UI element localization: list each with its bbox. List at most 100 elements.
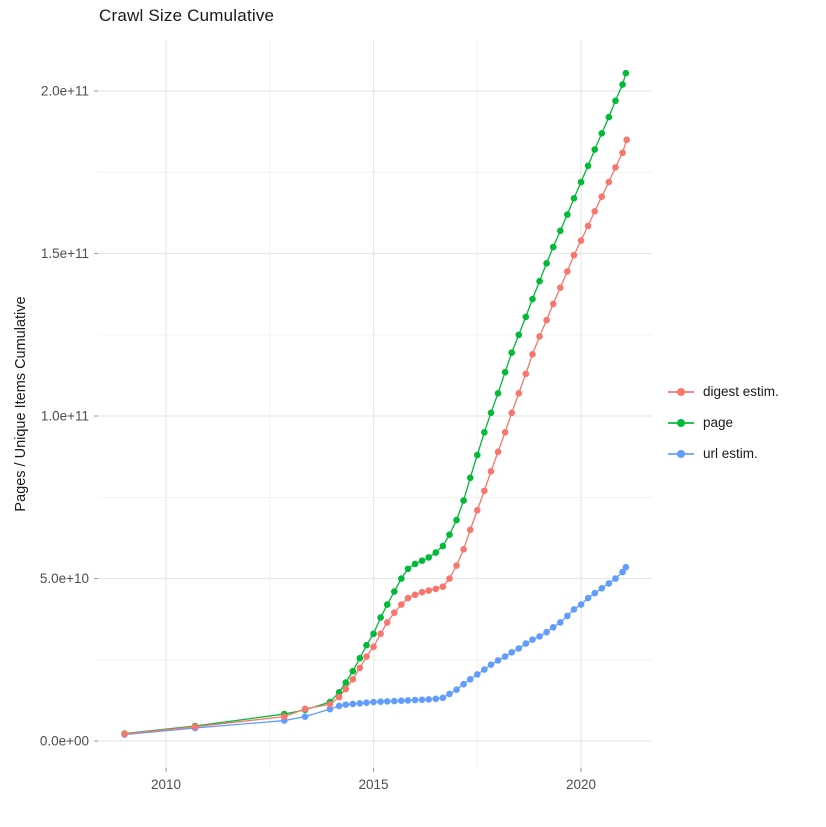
series-point-page [612, 97, 619, 105]
series-point-page [564, 211, 571, 218]
series-point-url-estim- [481, 666, 488, 673]
series-point-digest-estim- [605, 178, 613, 186]
x-tick-label: 2010 [151, 777, 181, 792]
series-point-url-estim- [549, 623, 557, 631]
series-point-page [356, 654, 364, 662]
series-point-digest-estim- [446, 575, 453, 582]
legend-key-icon [668, 416, 694, 430]
series-point-digest-estim- [121, 730, 128, 738]
series-point-page [398, 575, 405, 582]
series-point-digest-estim- [619, 149, 626, 157]
legend-label: page [703, 415, 734, 430]
series-point-page [529, 295, 536, 303]
series-point-url-estim- [556, 619, 564, 626]
legend-key-dot [677, 419, 685, 427]
series-point-url-estim- [515, 645, 523, 652]
series-point-page [390, 588, 398, 595]
y-tick-label: 2.0e+11 [41, 84, 89, 99]
series-point-digest-estim- [281, 713, 288, 720]
series-point-page [619, 81, 626, 88]
series-point-url-estim- [564, 612, 571, 620]
series-point-url-estim- [390, 697, 398, 705]
series-line-url-estim- [124, 566, 627, 736]
series-point-digest-estim- [377, 630, 384, 638]
series-point-digest-estim- [487, 467, 495, 475]
series-point-digest-estim- [577, 237, 585, 244]
legend-item-page: page [668, 407, 779, 438]
series-point-page [591, 146, 599, 153]
series-point-url-estim- [529, 636, 536, 643]
series-point-digest-estim- [549, 300, 557, 308]
series-point-page [411, 560, 419, 568]
legend-label: url estim. [703, 446, 758, 461]
y-axis-title: Pages / Unique Items Cumulative [13, 296, 29, 512]
series-point-url-estim- [404, 697, 412, 704]
series-point-digest-estim- [453, 562, 460, 569]
series-point-page [363, 641, 370, 649]
series-point-digest-estim- [501, 428, 509, 436]
series-point-page [522, 313, 530, 321]
series-point-digest-estim- [584, 222, 592, 230]
series-point-url-estim- [487, 661, 495, 668]
series-point-digest-estim- [418, 588, 426, 596]
series-point-url-estim- [377, 698, 384, 705]
series-point-digest-estim- [363, 653, 370, 660]
series-point-url-estim- [439, 694, 447, 702]
series-point-url-estim- [460, 680, 467, 688]
series-point-url-estim- [326, 705, 334, 713]
series-point-url-estim- [501, 653, 509, 660]
series-point-page [473, 451, 481, 459]
x-tick-label: 2015 [359, 777, 389, 792]
series-point-digest-estim- [508, 409, 516, 417]
series-point-url-estim- [598, 584, 606, 592]
series-point-url-estim- [418, 696, 426, 704]
series-point-digest-estim- [301, 705, 309, 713]
series-point-url-estim- [398, 697, 405, 705]
series-point-page [432, 549, 440, 556]
y-tick-label: 1.5e+11 [41, 246, 89, 261]
series-point-digest-estim- [522, 370, 530, 378]
series-point-url-estim- [453, 686, 460, 693]
series-point-page [446, 531, 453, 538]
series-point-url-estim- [335, 702, 343, 710]
series-point-url-estim- [543, 628, 550, 636]
series-point-page [460, 497, 467, 504]
series-point-url-estim- [591, 589, 599, 597]
series-point-page [570, 194, 578, 202]
series-point-page [536, 277, 543, 285]
legend-item-url-estim-: url estim. [668, 438, 779, 469]
series-point-url-estim- [446, 690, 453, 698]
series-point-page [556, 227, 564, 235]
series-point-page [439, 542, 447, 550]
series-point-url-estim- [301, 713, 309, 720]
series-point-page [577, 178, 585, 186]
series-point-digest-estim- [564, 268, 571, 275]
series-point-page [515, 331, 523, 339]
series-point-digest-estim- [383, 619, 391, 626]
series-point-url-estim- [473, 671, 481, 678]
series-point-digest-estim- [326, 701, 334, 708]
series-point-digest-estim- [612, 164, 619, 171]
series-point-digest-estim- [570, 251, 578, 259]
series-point-digest-estim- [473, 506, 481, 514]
series-point-digest-estim- [411, 591, 419, 599]
series-point-digest-estim- [439, 583, 447, 590]
series-point-page [494, 389, 502, 397]
series-point-page [487, 409, 495, 417]
series-point-url-estim- [494, 657, 502, 664]
series-point-digest-estim- [466, 526, 474, 534]
y-tick-label: 1.0e+11 [41, 409, 89, 424]
chart-title: Crawl Size Cumulative [99, 6, 275, 25]
series-point-page [501, 368, 509, 376]
series-point-digest-estim- [370, 643, 377, 651]
series-point-url-estim- [425, 696, 433, 703]
series-point-url-estim- [466, 675, 474, 683]
series-point-page [425, 554, 433, 561]
series-point-page [342, 679, 350, 686]
series-point-digest-estim- [432, 585, 440, 593]
series-point-page [404, 565, 412, 573]
series-point-url-estim- [622, 563, 630, 571]
series-point-digest-estim- [556, 284, 564, 291]
series-point-page [377, 614, 384, 621]
